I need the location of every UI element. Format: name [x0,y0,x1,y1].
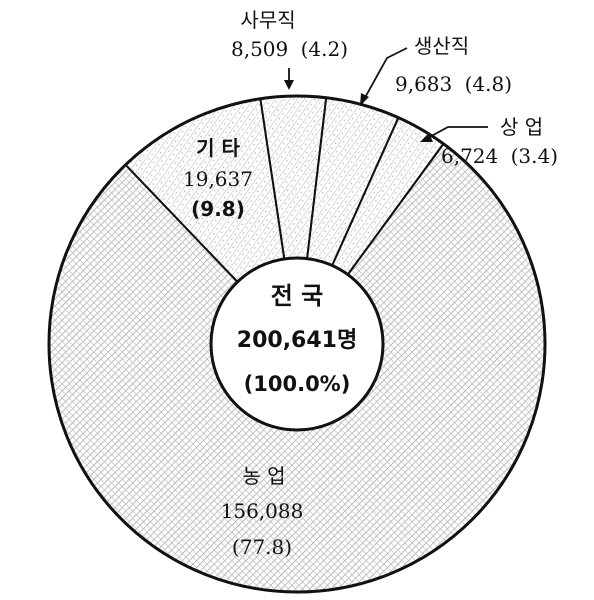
leader-commerce [423,126,488,141]
center-total-value: 200,641명 [237,328,357,353]
label-other-value: 19,637 [183,167,253,191]
arrow-production [360,93,369,106]
label-office-value: 8,509 (4.2) [231,37,348,61]
label-office-percent: (4.2) [301,37,348,61]
label-other-name: 기 타 [196,136,240,160]
label-agriculture-percent: (77.8) [232,535,292,559]
label-office-name: 사무직 [240,8,295,32]
arrow-commerce [420,133,433,142]
label-agriculture-value: 156,088 [221,499,304,523]
outer-ring [47,94,547,594]
label-commerce-value: 6,724 (3.4) [441,144,558,168]
label-commerce-percent: (3.4) [511,144,558,168]
label-commerce-name: 상 업 [500,115,543,139]
center-total-percent: (100.0%) [244,372,351,396]
label-office-number: 8,509 [231,37,288,61]
arrow-office [284,80,294,90]
center-disc [209,256,385,432]
label-production-name: 생산직 [414,34,469,58]
label-commerce-number: 6,724 [441,144,498,168]
label-production-value: 9,683 (4.8) [395,72,512,96]
leader-production [361,47,408,104]
label-production-number: 9,683 [395,72,452,96]
label-production-percent: (4.8) [465,72,512,96]
center-total-name: 전 국 [271,282,324,310]
label-agriculture-name: 농 업 [242,464,285,488]
label-other-percent: (9.8) [191,197,245,221]
